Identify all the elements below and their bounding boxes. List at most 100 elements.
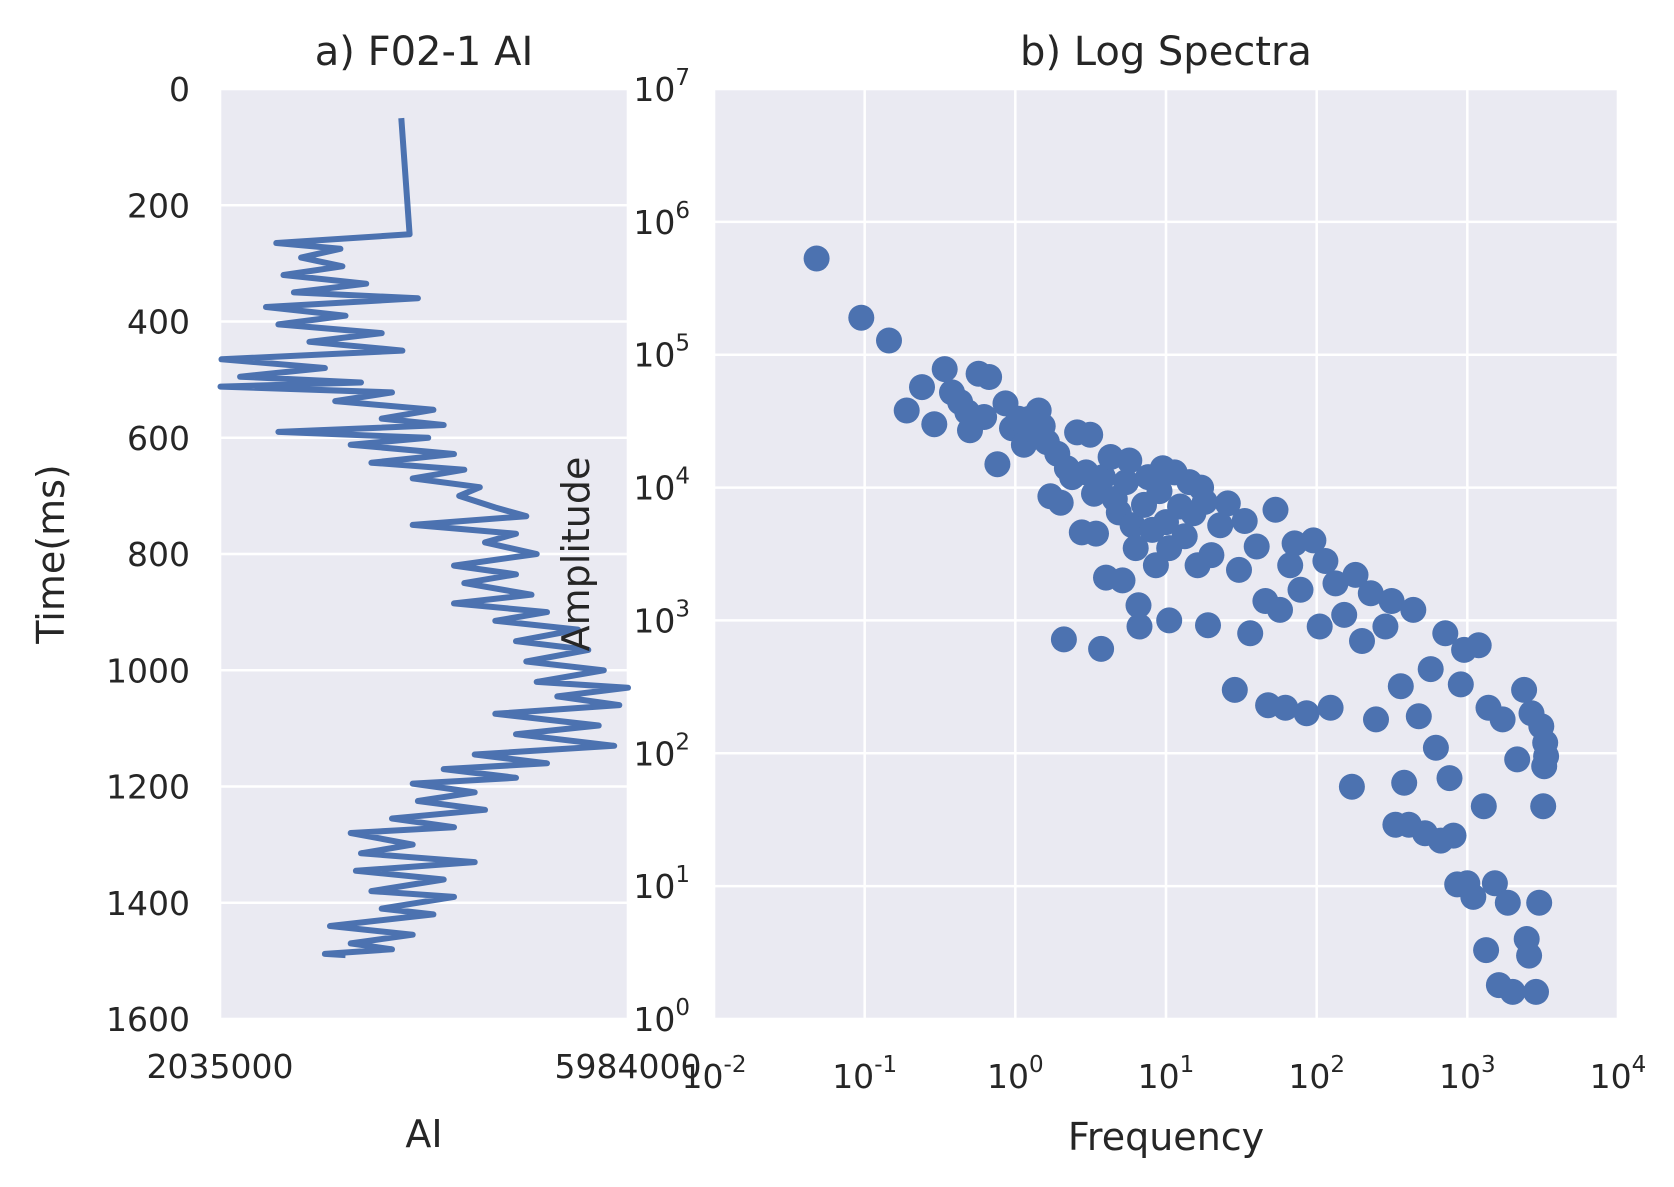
panel-b-point — [1277, 552, 1304, 579]
panel-a-y-tick-label: 200 — [127, 186, 190, 225]
panel-b-point — [1198, 542, 1225, 569]
panel-a-y-tick-label: 1000 — [106, 651, 190, 690]
panel-b-point — [803, 245, 830, 272]
panel-b-point — [1422, 734, 1449, 761]
panel-b-point — [1523, 978, 1549, 1005]
panel-b-point — [848, 304, 875, 331]
panel-b-point — [1083, 520, 1109, 547]
panel-b-point — [909, 374, 935, 401]
panel-b-point — [1237, 620, 1264, 647]
panel-b-point — [1214, 490, 1241, 517]
panel-b-point — [921, 411, 948, 438]
panel-b-point — [1481, 870, 1508, 897]
panel-b-point — [1126, 613, 1153, 640]
panel-b-point — [971, 404, 998, 430]
panel-a-y-tick-label: 600 — [127, 419, 190, 458]
panel-b-x-tick-label: 103 — [1439, 1052, 1496, 1096]
panel-b-point — [1293, 700, 1320, 727]
panel-b-title: b) Log Spectra — [1020, 29, 1312, 75]
panel-b-point — [1516, 942, 1543, 969]
panel-b: 10-2 10-1 100 101 102 103 104 100 101 102 103 104 10… — [554, 29, 1646, 1159]
panel-b-point — [1287, 576, 1314, 603]
panel-b-point — [984, 451, 1011, 478]
panel-b-point — [1207, 512, 1234, 539]
panel-b-point — [1530, 793, 1557, 820]
panel-a-ai-line — [217, 117, 631, 959]
panel-b-point — [1122, 535, 1149, 562]
panel-b-x-tick-label: 10-2 — [682, 1052, 747, 1096]
panel-b-point — [1372, 613, 1399, 640]
panel-a-y-tick-label: 1400 — [106, 884, 190, 923]
panel-b-point — [1088, 635, 1115, 662]
panel-a: 0 200 400 600 800 1000 1200 1400 1600 2035000 5984… — [29, 29, 701, 1156]
panel-b-point — [1400, 596, 1427, 623]
panel-a-x-tick-label: 2035000 — [147, 1047, 294, 1086]
panel-b-point — [893, 397, 920, 424]
panel-b-point — [1417, 656, 1444, 683]
panel-a-y-tick-label: 800 — [127, 535, 190, 574]
panel-b-y-tick-label: 103 — [633, 596, 690, 640]
panel-a-y-tick-label: 1200 — [106, 768, 190, 807]
panel-b-point — [1511, 676, 1538, 703]
panel-b-point — [1195, 612, 1221, 639]
panel-b-point — [1191, 488, 1218, 515]
panel-b-point — [1473, 937, 1500, 964]
panel-b-x-tick-label: 10-1 — [832, 1052, 897, 1096]
panel-b-y-tick-label: 105 — [633, 331, 690, 375]
panel-b-y-tick-label: 104 — [633, 464, 690, 508]
panel-b-point — [1156, 607, 1183, 634]
panel-b-point — [1436, 765, 1463, 792]
panel-b-x-tick-label: 100 — [987, 1052, 1044, 1096]
panel-b-y-tick-label: 107 — [633, 65, 690, 109]
panel-b-point — [1267, 596, 1293, 623]
panel-b-point — [1465, 632, 1492, 659]
panel-b-x-tick-label: 104 — [1590, 1052, 1647, 1096]
panel-b-point — [1300, 527, 1327, 554]
panel-b-x-tick-label: 102 — [1288, 1052, 1345, 1096]
panel-b-point — [1171, 523, 1198, 550]
panel-b-point — [1113, 469, 1139, 496]
panel-b-point — [1146, 478, 1173, 505]
panel-b-point — [1342, 561, 1369, 588]
panel-b-point — [1391, 769, 1418, 796]
panel-b-point — [1504, 746, 1531, 773]
panel-b-point — [1470, 793, 1497, 820]
panel-b-point — [1331, 601, 1358, 628]
panel-b-point — [1221, 676, 1248, 703]
panel-a-y-axis-label: Time(ms) — [29, 464, 73, 644]
panel-b-point — [1306, 613, 1333, 640]
panel-b-point — [1533, 743, 1560, 770]
panel-b-point — [1047, 489, 1074, 516]
panel-a-tick-labels: 0 200 400 600 800 1000 1200 1400 1600 2035000 5984… — [106, 70, 701, 1086]
panel-b-point — [1378, 588, 1405, 614]
panel-b-point — [1526, 889, 1553, 916]
panel-b-point — [1432, 620, 1459, 647]
panel-b-point — [1119, 512, 1146, 539]
panel-b-points — [803, 245, 1560, 1005]
panel-b-point — [1447, 671, 1474, 698]
panel-b-point — [1231, 508, 1258, 534]
panel-a-title: a) F02-1 AI — [315, 29, 534, 75]
panel-b-point — [1363, 706, 1389, 733]
panel-b-point — [1226, 556, 1252, 583]
panel-a-x-tick-label: 5984000 — [555, 1047, 702, 1086]
panel-b-point — [876, 327, 902, 354]
panel-b-point — [931, 356, 958, 383]
panel-b-x-tick-label: 101 — [1138, 1052, 1195, 1096]
panel-b-point — [1317, 694, 1344, 721]
panel-a-y-tick-label: 1600 — [106, 1000, 190, 1039]
panel-b-point — [1460, 883, 1487, 910]
panel-b-point — [1109, 567, 1136, 594]
panel-a-y-tick-label: 0 — [169, 70, 190, 109]
panel-b-point — [1125, 592, 1152, 619]
panel-b-point — [1494, 889, 1521, 916]
panel-a-y-tick-label: 400 — [127, 303, 190, 342]
panel-b-tick-labels: 10-2 10-1 100 101 102 103 104 100 101 102 103 104 10… — [633, 65, 1646, 1096]
panel-a-x-axis-label: AI — [405, 1112, 442, 1156]
panel-b-point — [1499, 978, 1526, 1005]
panel-b-point — [1243, 533, 1270, 560]
panel-b-point — [1357, 580, 1384, 607]
panel-b-point — [1262, 496, 1289, 523]
panel-b-point — [1440, 822, 1467, 849]
panel-b-y-tick-label: 101 — [633, 862, 690, 906]
